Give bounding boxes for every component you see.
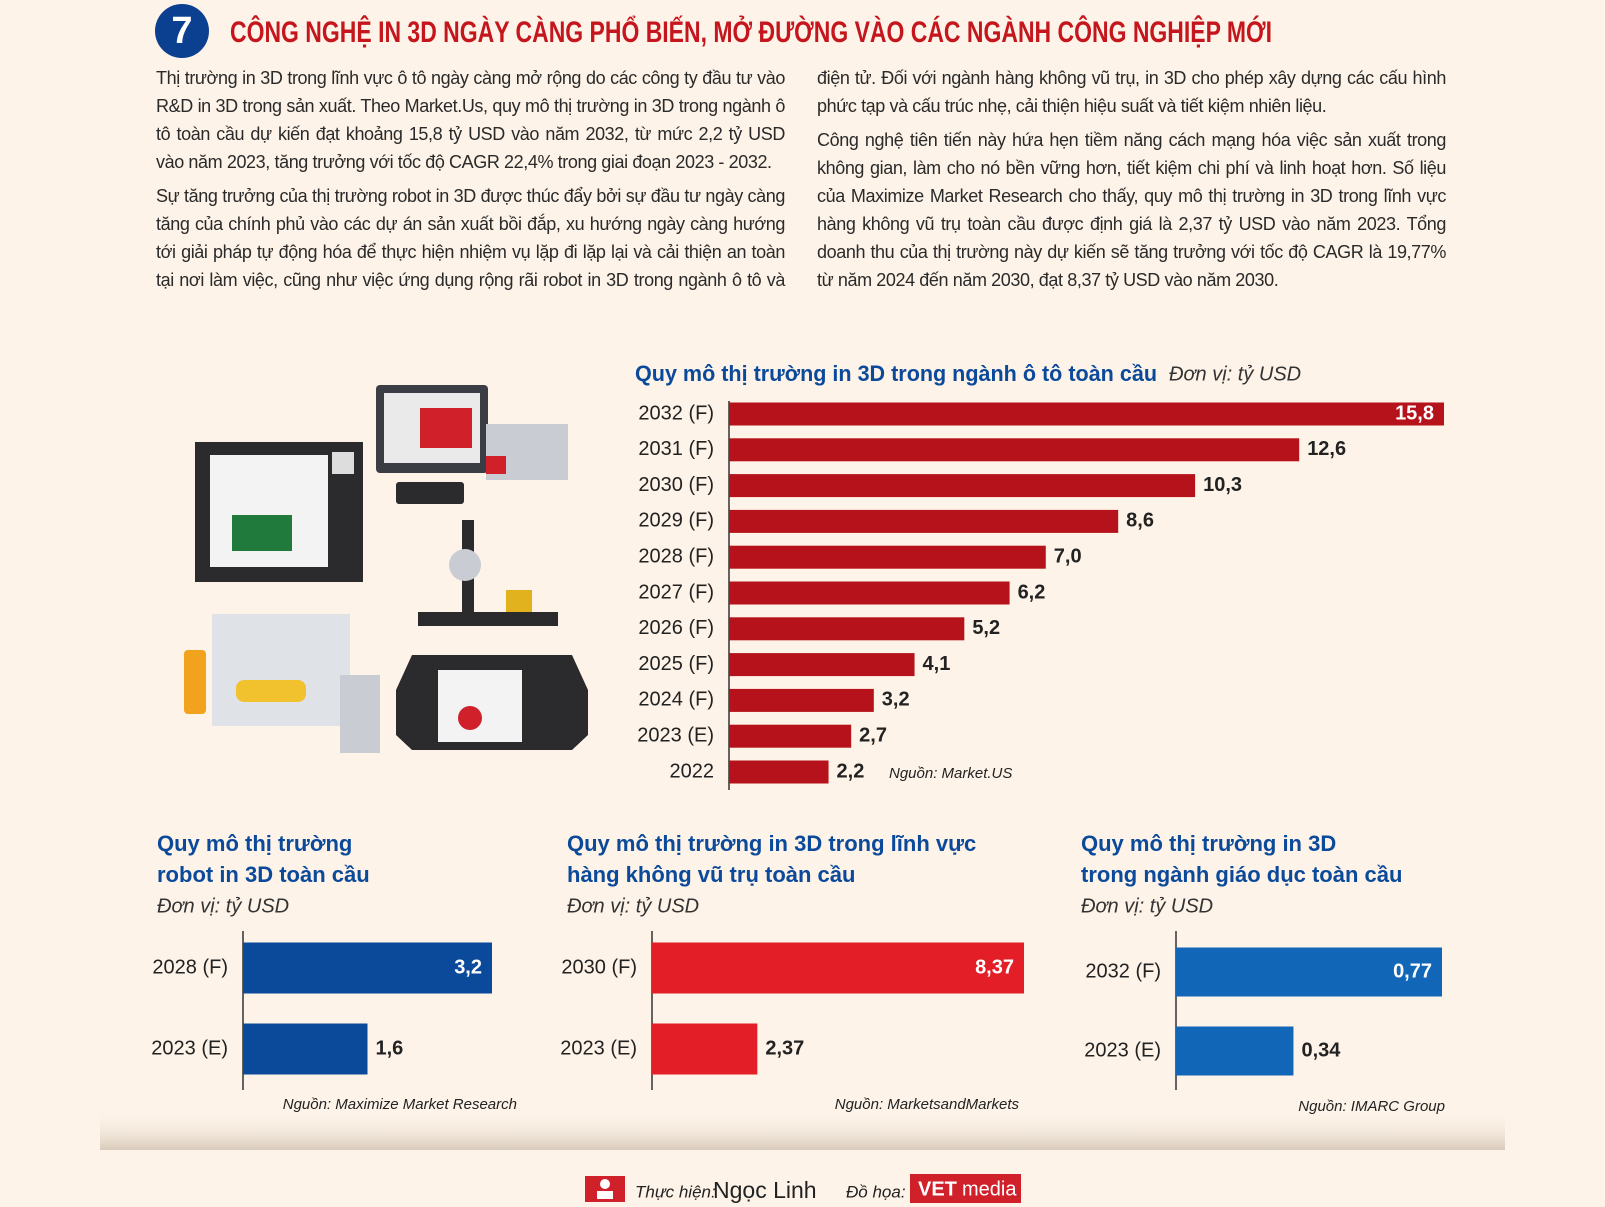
bar [729, 617, 965, 641]
bar [652, 1023, 758, 1075]
value-label: 3,2 [454, 956, 482, 978]
bar [243, 1023, 368, 1075]
bar [729, 474, 1196, 498]
value-label: 15,8 [1395, 402, 1434, 424]
bar [729, 402, 1444, 426]
bar [729, 724, 852, 748]
footer-shade [100, 1110, 1505, 1150]
category-label: 2023 (E) [637, 724, 714, 746]
chart-title: hàng không vũ trụ toàn cầu [567, 862, 855, 887]
value-label: 5,2 [972, 617, 1000, 639]
chart-title: Quy mô thị trường in 3D trong lĩnh vực [567, 831, 976, 856]
value-label: 10,3 [1203, 474, 1242, 496]
category-label: 2027 (F) [638, 581, 714, 603]
chart-title: Quy mô thị trường in 3D [1081, 831, 1336, 856]
value-label: 0,34 [1301, 1039, 1341, 1061]
keyboard [396, 482, 464, 504]
category-label: 2022 [670, 760, 715, 782]
category-label: 2029 (F) [638, 510, 714, 532]
article-text: Thị trường in 3D trong lĩnh vực ô tô ngà… [156, 64, 1446, 297]
unit-label: Đơn vị: tỷ USD [1081, 895, 1213, 917]
author-icon-body [597, 1191, 613, 1199]
arm-base [418, 612, 558, 626]
car-printer [212, 614, 350, 726]
category-label: 2025 (F) [638, 653, 714, 675]
bar [729, 760, 829, 784]
author-name: Ngọc Linh [713, 1177, 817, 1203]
value-label: 4,1 [923, 653, 951, 675]
author-label: Thực hiện: [635, 1182, 716, 1201]
source-note: Nguồn: IMARC Group [1298, 1098, 1445, 1115]
value-label: 3,2 [882, 689, 910, 711]
bar [729, 509, 1119, 533]
bar [1176, 1026, 1294, 1076]
print-object [486, 456, 506, 474]
category-label: 2031 (F) [638, 438, 714, 460]
value-label: 2,37 [765, 1037, 804, 1059]
value-label: 1,6 [376, 1037, 404, 1059]
bar [652, 942, 1024, 994]
design-label: Đồ họa: [846, 1182, 906, 1201]
screen-block [420, 408, 472, 448]
bar [729, 581, 1010, 605]
source-note: Nguồn: Market.US [889, 765, 1012, 782]
unit-label: Đơn vị: tỷ USD [567, 895, 699, 917]
category-label: 2026 (F) [638, 617, 714, 639]
value-label: 2,2 [837, 760, 865, 782]
car [236, 680, 306, 702]
illustration [184, 385, 588, 753]
brand-box [910, 1174, 1021, 1203]
source-note: Nguồn: Maximize Market Research [283, 1096, 517, 1113]
arm-object [506, 590, 532, 612]
source-note: Nguồn: MarketsandMarkets [835, 1096, 1020, 1113]
value-label: 7,0 [1054, 545, 1082, 567]
value-label: 12,6 [1307, 438, 1346, 460]
category-label: 2023 (E) [560, 1037, 637, 1059]
unit-label: Đơn vị: tỷ USD [1169, 363, 1301, 385]
gear [458, 706, 482, 730]
page-title: CÔNG NGHỆ IN 3D NGÀY CÀNG PHỔ BIẾN, MỞ Đ… [230, 15, 1272, 49]
category-label: 2032 (F) [1085, 960, 1161, 982]
circuit-board [232, 515, 292, 551]
bar [729, 688, 874, 712]
filament-spool [184, 650, 206, 714]
value-label: 2,7 [859, 724, 887, 746]
category-label: 2028 (F) [638, 545, 714, 567]
chart-title: Quy mô thị trường in 3D trong ngành ô tô… [635, 361, 1157, 386]
value-label: 8,37 [975, 956, 1014, 978]
category-label: 2030 (F) [561, 956, 637, 978]
paragraph: Thị trường in 3D trong lĩnh vực ô tô ngà… [156, 68, 785, 172]
category-label: 2024 (F) [638, 689, 714, 711]
chart-title: robot in 3D toàn cầu [157, 862, 370, 887]
paragraph: Công nghệ tiên tiến này hứa hẹn tiềm năn… [817, 130, 1446, 290]
brand-media: media [962, 1178, 1017, 1200]
category-label: 2028 (F) [152, 956, 228, 978]
value-label: 6,2 [1018, 581, 1046, 603]
chart-title: trong ngành giáo dục toàn cầu [1081, 862, 1402, 887]
fan [332, 452, 354, 474]
bar [729, 653, 915, 677]
category-label: 2032 (F) [638, 402, 714, 424]
category-label: 2023 (E) [1084, 1039, 1161, 1061]
arm-joint [449, 549, 481, 581]
section-number: 7 [171, 10, 192, 52]
category-label: 2030 (F) [638, 474, 714, 496]
number-badge [155, 4, 209, 58]
value-label: 0,77 [1393, 960, 1432, 982]
bar [729, 438, 1300, 462]
control-unit [340, 675, 380, 753]
bar [1176, 947, 1442, 997]
brand-vet: VET [918, 1178, 957, 1200]
chart-title: Quy mô thị trường [157, 831, 352, 856]
author-icon-head [600, 1179, 610, 1189]
value-label: 8,6 [1126, 510, 1154, 532]
paragraph: Sự tăng trưởng của thị trường robot in 3… [156, 68, 1446, 290]
unit-label: Đơn vị: tỷ USD [157, 895, 289, 917]
bar [243, 942, 492, 994]
bar [729, 545, 1046, 569]
category-label: 2023 (E) [151, 1037, 228, 1059]
industrial-window [438, 670, 522, 742]
